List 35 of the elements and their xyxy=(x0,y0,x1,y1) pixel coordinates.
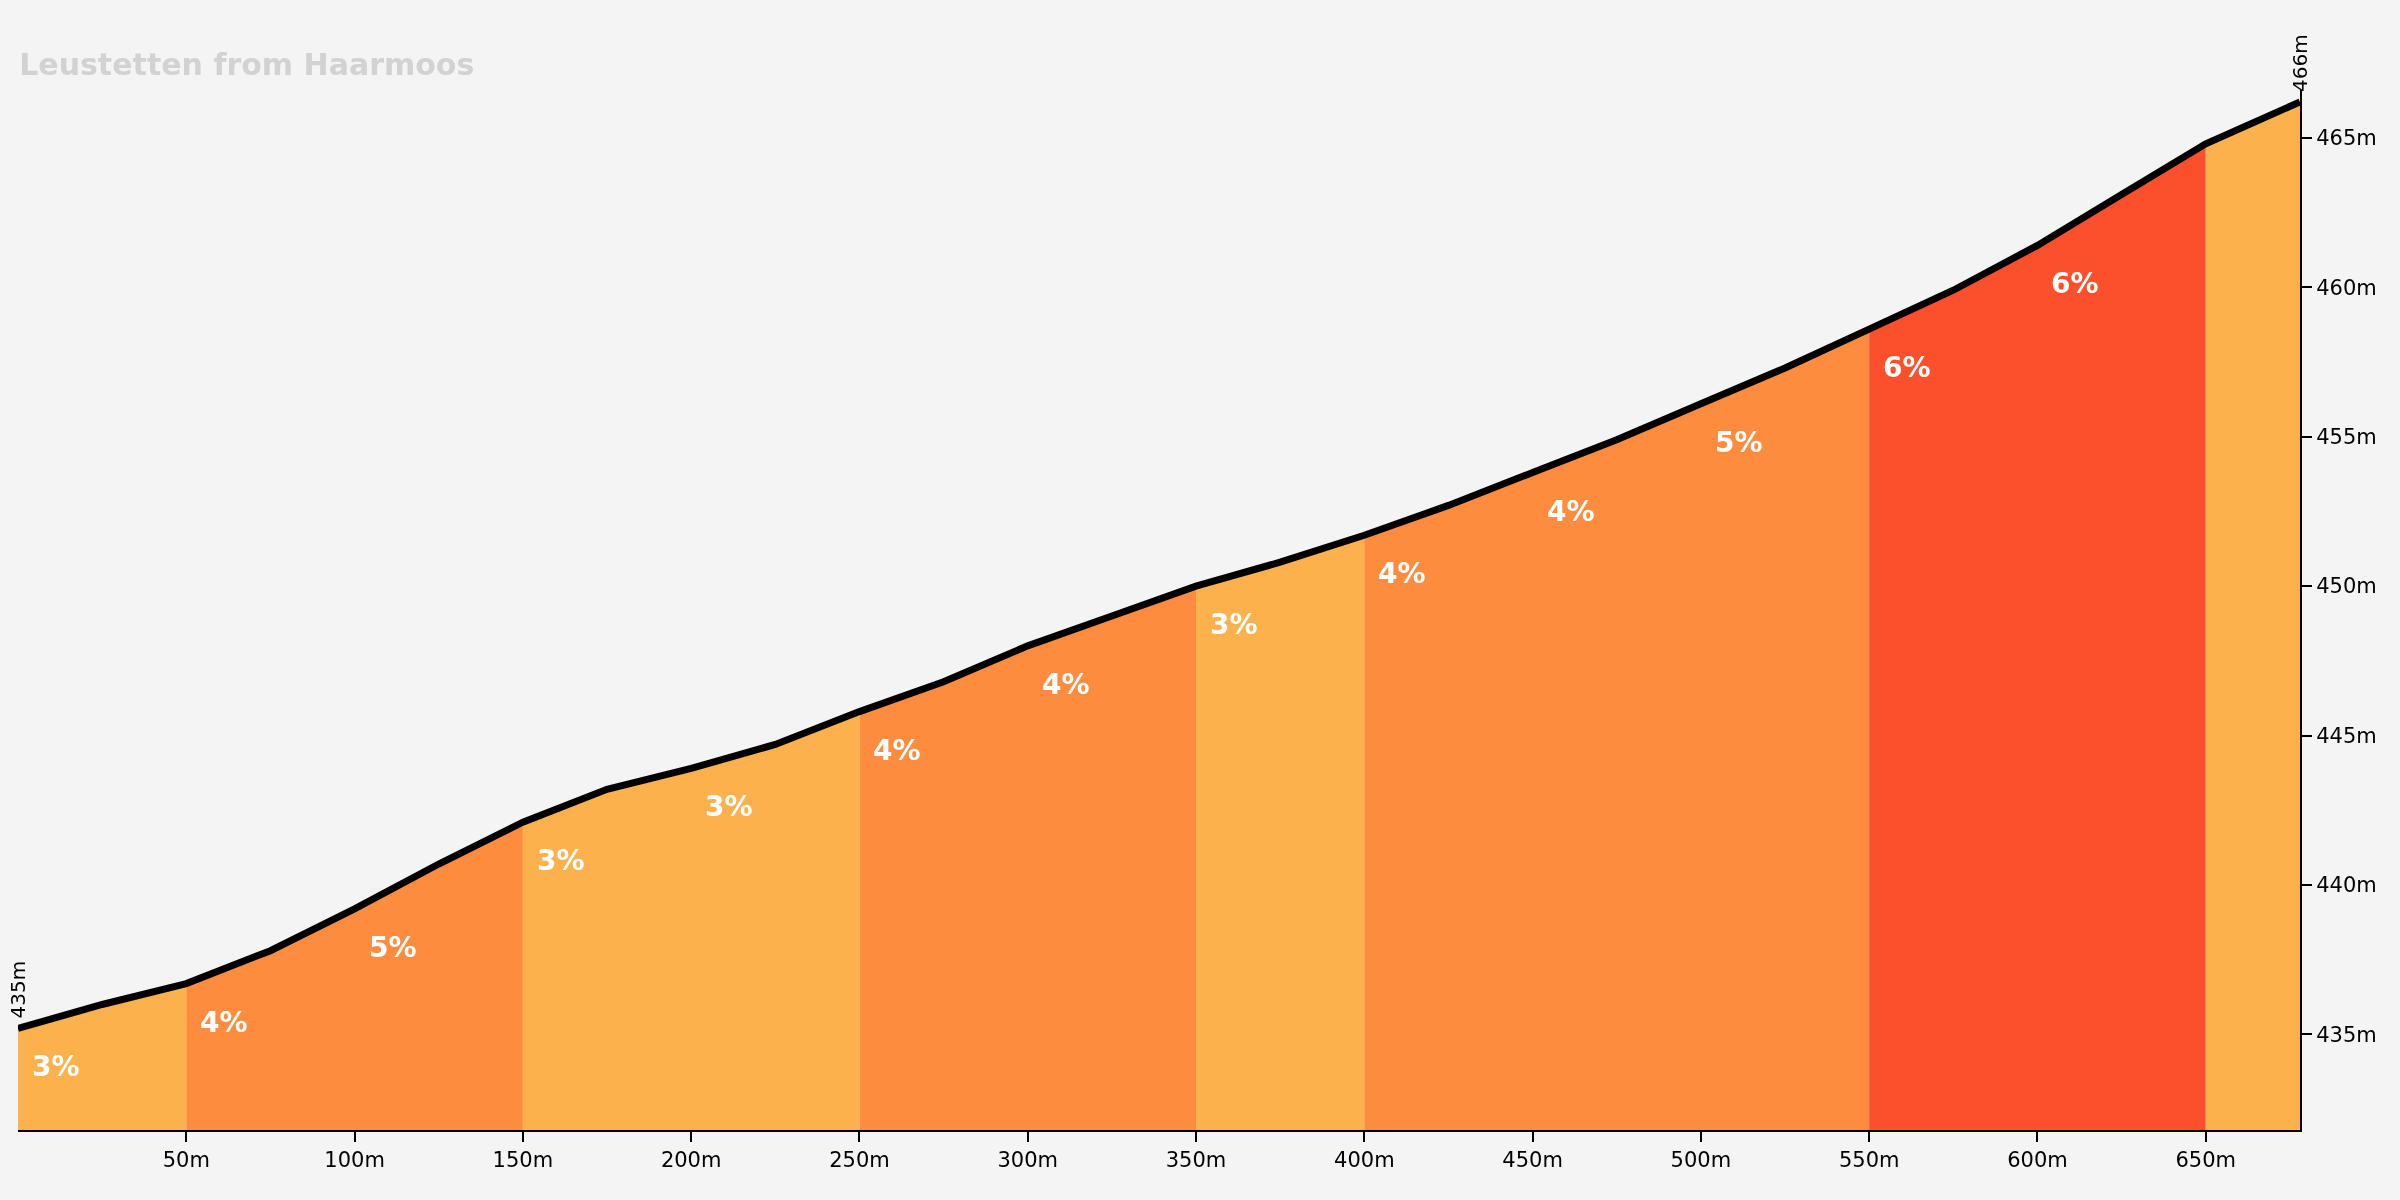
y-tick-label: 465m xyxy=(2316,126,2377,151)
x-tick-label: 550m xyxy=(1838,1148,1900,1173)
y-tick-label: 450m xyxy=(2316,574,2377,599)
annotation: 3% xyxy=(1210,608,1258,641)
y-tick-label: 435m xyxy=(2316,1022,2377,1047)
annotation: 4% xyxy=(1547,495,1595,528)
annotation: 5% xyxy=(1715,426,1763,459)
annotation: 3% xyxy=(537,844,585,877)
x-tick-label: 150m xyxy=(492,1148,554,1173)
annotation: 4% xyxy=(1042,668,1090,701)
y-tick-label: 440m xyxy=(2316,873,2377,898)
x-tick-label: 350m xyxy=(1165,1148,1227,1173)
x-tick-label: 300m xyxy=(997,1148,1058,1173)
x-tick-label: 50m xyxy=(162,1148,210,1173)
annotation: 4% xyxy=(200,1006,248,1039)
annotation: 6% xyxy=(2051,267,2099,300)
annotation: 5% xyxy=(369,931,417,964)
x-tick-label: 600m xyxy=(2007,1148,2068,1173)
annotation: 4% xyxy=(873,734,921,767)
annotation: 3% xyxy=(705,790,753,823)
annotation: 3% xyxy=(32,1050,80,1083)
annotation: 435m xyxy=(5,960,30,1019)
x-tick-label: 250m xyxy=(829,1148,890,1173)
y-tick-label: 445m xyxy=(2316,723,2377,748)
x-tick-label: 650m xyxy=(2175,1148,2237,1173)
x-tick-label: 100m xyxy=(324,1148,385,1173)
annotation: 466m xyxy=(2288,34,2313,92)
x-tick-label: 500m xyxy=(1670,1148,1732,1173)
annotation: 4% xyxy=(1378,557,1426,590)
annotation: 6% xyxy=(1883,351,1931,384)
y-tick-label: 455m xyxy=(2316,425,2377,450)
x-tick-label: 200m xyxy=(660,1148,722,1173)
x-tick-label: 400m xyxy=(1334,1148,1395,1173)
y-tick-label: 460m xyxy=(2316,275,2377,300)
x-tick-label: 450m xyxy=(1502,1148,1563,1173)
